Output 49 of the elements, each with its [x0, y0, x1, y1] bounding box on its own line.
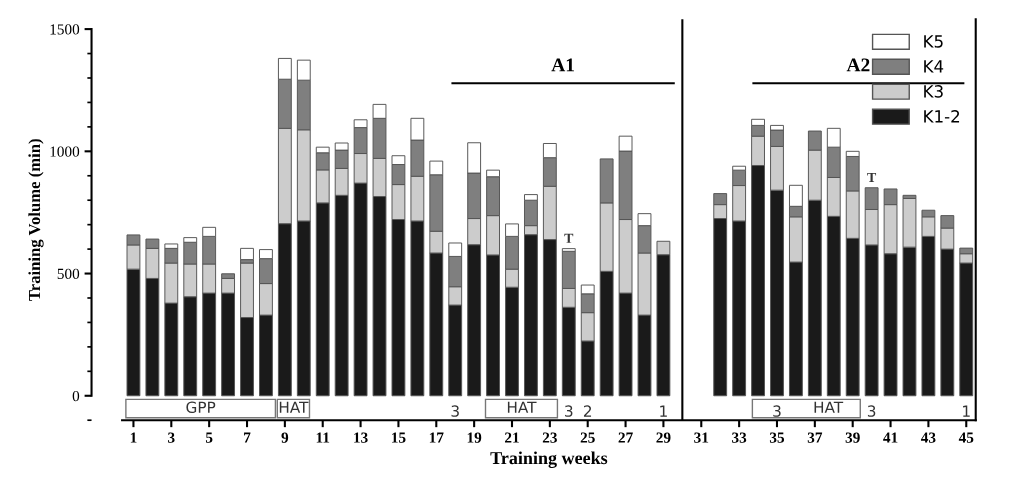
x-tick-label: 5 — [205, 432, 213, 443]
y-axis-title: Training Volume (min) — [28, 139, 44, 301]
x-tick-label: 13 — [354, 432, 368, 443]
annotation: A1 — [551, 58, 574, 72]
x-tick-label: 7 — [244, 432, 251, 443]
x-tick-label: 3 — [168, 432, 175, 443]
legend-label: K3 — [924, 85, 943, 98]
x-tick-label: 41 — [883, 432, 898, 443]
legend-label: K5 — [924, 35, 943, 48]
x-tick-label: 35 — [769, 432, 785, 443]
annotation: 3 — [451, 405, 459, 417]
annotation: T — [867, 172, 877, 183]
y-tick-label: 500 — [57, 268, 80, 279]
x-axis-title: Training weeks — [490, 451, 608, 468]
x-tick-label: 11 — [316, 432, 330, 443]
annotation: HAT — [507, 401, 537, 413]
legend-label: K4 — [924, 60, 944, 73]
annotation: GPP — [186, 401, 216, 414]
x-tick-label: 45 — [958, 432, 974, 443]
annotation: 1 — [963, 405, 970, 417]
x-tick-label: 25 — [580, 432, 595, 443]
annotation: T — [564, 233, 574, 243]
annotation: HAT — [814, 401, 844, 413]
annotation: 3 — [867, 405, 876, 417]
x-tick-label: 15 — [392, 432, 406, 443]
annotation: 2 — [583, 405, 592, 417]
x-tick-label: 17 — [429, 432, 444, 443]
x-tick-label: 31 — [694, 432, 709, 443]
x-tick-label: 19 — [467, 432, 482, 443]
x-tick-label: 23 — [542, 432, 557, 443]
x-tick-label: 27 — [618, 432, 633, 443]
x-tick-label: 43 — [920, 432, 936, 443]
annotation: HAT — [279, 401, 309, 413]
y-tick-label: 1000 — [50, 146, 80, 157]
annotation: 3 — [565, 405, 573, 417]
y-tick-label: 0 — [72, 390, 80, 402]
x-tick-label: 29 — [656, 432, 671, 443]
x-tick-label: 21 — [505, 432, 519, 443]
x-tick-label: 37 — [807, 432, 823, 443]
x-tick-label: 33 — [732, 432, 747, 443]
x-tick-label: 39 — [845, 432, 860, 443]
annotation: 3 — [773, 405, 781, 417]
x-tick-label: 9 — [281, 432, 289, 443]
x-tick-label: 1 — [130, 432, 137, 443]
annotation: 1 — [660, 405, 667, 417]
y-tick-label: 1500 — [50, 24, 80, 35]
legend-label: K1-2 — [924, 110, 960, 123]
annotation: A2 — [846, 58, 870, 72]
bar — [240, 247, 254, 261]
